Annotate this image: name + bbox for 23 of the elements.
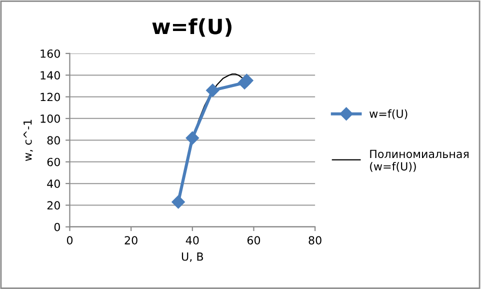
- y-tick-label: 100: [40, 114, 60, 123]
- y-tick-label: 160: [40, 49, 60, 58]
- y-tick-label: 140: [40, 71, 60, 80]
- x-tick-label: 20: [124, 236, 138, 244]
- y-tick-label: 40: [47, 179, 60, 188]
- x-tick-label: 60: [247, 236, 260, 244]
- y-tick-label: 20: [47, 201, 60, 210]
- x-tick-label: 80: [308, 236, 322, 244]
- x-axis-title: U, B: [182, 252, 204, 262]
- x-tick-label: 40: [186, 236, 199, 244]
- point: [186, 131, 199, 145]
- y-tick-label: 60: [47, 158, 60, 166]
- x-tick-label: 0: [66, 236, 73, 244]
- y-tick-label: 0: [54, 222, 60, 232]
- point: [206, 84, 220, 97]
- legend-label: w=f(U): [370, 109, 408, 120]
- y-tick-label: 120: [40, 92, 60, 102]
- y-axis-title: w, c^-1: [24, 120, 33, 162]
- point: [172, 195, 185, 209]
- legend-label: Полиномиальная (w=f(U)): [370, 150, 468, 172]
- point: [240, 74, 254, 88]
- chart-title: w=f(U): [152, 18, 232, 37]
- y-tick-label: 80: [47, 136, 60, 145]
